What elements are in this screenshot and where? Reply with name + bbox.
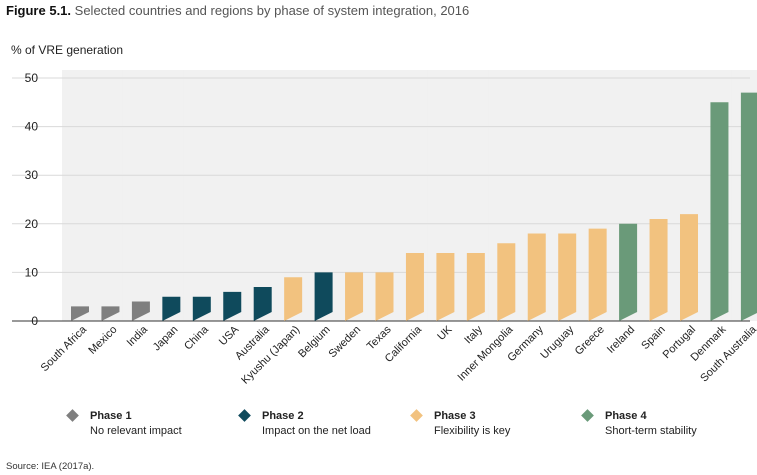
- y-tick-label: 10: [25, 265, 39, 279]
- legend-phase-2: Phase 2 Impact on the net load: [238, 409, 371, 439]
- x-tick-label: China: [182, 323, 211, 352]
- bar: [558, 233, 577, 321]
- legend-phase-2-name: Phase 2: [262, 410, 304, 422]
- column-band: [122, 70, 155, 321]
- x-tick-label: USA: [217, 323, 242, 348]
- y-axis-ticks: 0 10 20 30 40 50: [25, 71, 39, 328]
- x-tick-label: Uruguay: [538, 323, 576, 361]
- bar: [405, 252, 424, 321]
- legend-phase-3-desc: Flexibility is key: [434, 425, 511, 437]
- bar: [436, 252, 455, 321]
- legend-phase-4-desc: Short-term stability: [605, 425, 697, 437]
- column-band: [183, 70, 216, 321]
- bar: [131, 301, 150, 321]
- y-axis-label: % of VRE generation: [11, 43, 123, 57]
- bar: [314, 272, 333, 321]
- bar: [101, 306, 120, 321]
- x-tick-label: Mexico: [86, 324, 119, 357]
- column-band: [92, 70, 125, 321]
- legend-phase-2-desc: Impact on the net load: [262, 425, 371, 437]
- bar: [527, 233, 546, 321]
- x-tick-label: Spain: [639, 324, 667, 352]
- figure-caption: Selected countries and regions by phase …: [74, 3, 470, 18]
- bar: [345, 272, 364, 321]
- x-tick-label: Greece: [573, 324, 607, 358]
- bar: [710, 102, 729, 321]
- bar: [223, 291, 242, 321]
- legend-phase-1-name: Phase 1: [90, 410, 132, 422]
- bar: [466, 252, 485, 321]
- x-tick-label: UK: [435, 323, 455, 343]
- column-band: [214, 70, 247, 321]
- x-tick-label: Belgium: [296, 324, 333, 361]
- legend-phase-1: Phase 1 No relevant impact: [66, 409, 182, 439]
- bar: [284, 277, 303, 321]
- x-tick-label: Ireland: [605, 324, 637, 356]
- bar: [588, 228, 607, 321]
- bars: [71, 92, 757, 321]
- bar-chart: % of VRE generation 0 10 20 30 40 50 South Af…: [11, 43, 757, 387]
- x-tick-label: Italy: [462, 323, 485, 346]
- bar: [497, 243, 516, 321]
- x-tick-label: Texas: [365, 323, 394, 352]
- x-tick-label: Japan: [151, 324, 181, 354]
- bar: [192, 296, 211, 321]
- figure-label: Figure 5.1.: [6, 3, 72, 18]
- x-tick-label: Sweden: [327, 324, 364, 361]
- y-tick-label: 30: [25, 168, 39, 182]
- legend-phase-4: Phase 4 Short-term stability: [581, 409, 697, 439]
- column-band: [244, 70, 277, 321]
- bar: [619, 223, 638, 321]
- legend-phase-3: Phase 3 Flexibility is key: [410, 409, 511, 439]
- bar: [71, 306, 89, 321]
- legend-phase-1-desc: No relevant impact: [90, 425, 182, 437]
- phase-4-diamond-icon: [581, 409, 594, 422]
- phase-3-diamond-icon: [410, 409, 423, 422]
- bar: [740, 92, 757, 321]
- bar: [375, 272, 394, 321]
- bar: [680, 214, 698, 321]
- bar: [253, 286, 272, 321]
- bar: [649, 218, 668, 321]
- y-tick-label: 50: [25, 71, 39, 85]
- x-tick-label: South Africa: [39, 323, 90, 374]
- column-band: [62, 70, 94, 321]
- figure-title: Figure 5.1. Selected countries and regio…: [6, 3, 469, 18]
- x-tick-label: India: [125, 323, 151, 349]
- phase-1-diamond-icon: [66, 409, 79, 422]
- source-note: Source: IEA (2017a).: [6, 461, 95, 472]
- bar: [162, 296, 181, 321]
- legend-phase-3-name: Phase 3: [434, 410, 476, 422]
- y-tick-label: 20: [25, 217, 39, 231]
- y-tick-label: 40: [25, 120, 39, 134]
- column-band: [153, 70, 186, 321]
- phase-2-diamond-icon: [238, 409, 251, 422]
- legend-phase-4-name: Phase 4: [605, 410, 647, 422]
- y-tick-label: 0: [31, 314, 38, 328]
